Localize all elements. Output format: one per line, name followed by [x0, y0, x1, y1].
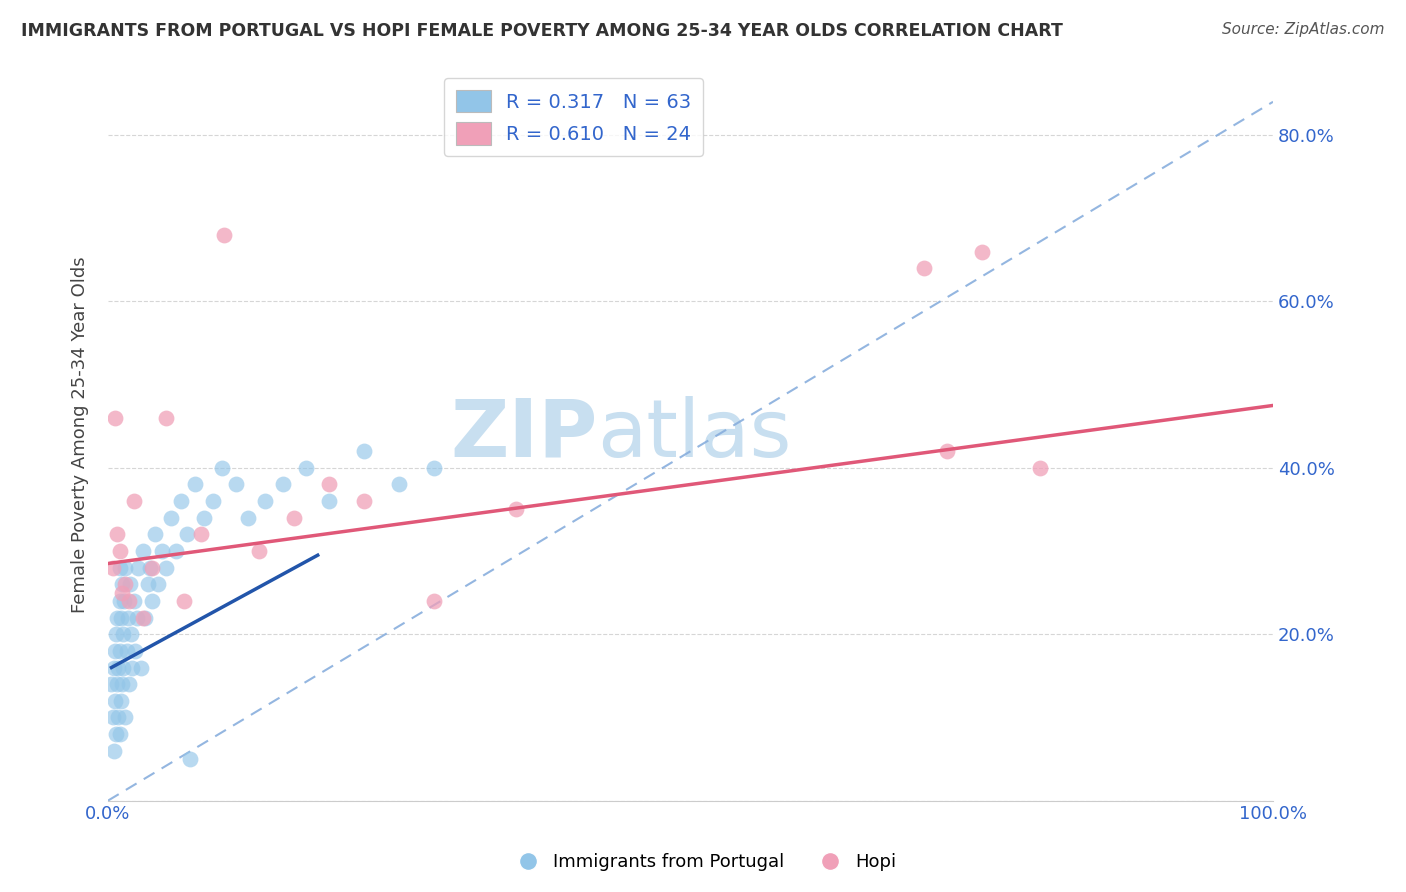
Point: [115, 644, 138, 658]
Point: [132, 610, 155, 624]
Point: [935, 444, 957, 458]
Point: [108, 594, 131, 608]
Point: [104, 411, 127, 425]
Point: [150, 544, 173, 558]
Point: [225, 477, 247, 491]
Point: [1029, 460, 1052, 475]
Text: IMMIGRANTS FROM PORTUGAL VS HOPI FEMALE POVERTY AMONG 25-34 YEAR OLDS CORRELATIO: IMMIGRANTS FROM PORTUGAL VS HOPI FEMALE …: [21, 22, 1063, 40]
Point: [211, 460, 233, 475]
Point: [105, 627, 128, 641]
Point: [353, 444, 375, 458]
Point: [118, 677, 141, 691]
Point: [103, 660, 125, 674]
Point: [110, 610, 132, 624]
Point: [176, 527, 198, 541]
Point: [111, 677, 134, 691]
Point: [114, 710, 136, 724]
Point: [118, 594, 141, 608]
Point: [101, 710, 124, 724]
Point: [423, 460, 446, 475]
Point: [104, 694, 127, 708]
Point: [318, 477, 340, 491]
Point: [134, 610, 156, 624]
Point: [141, 560, 163, 574]
Point: [353, 494, 375, 508]
Point: [101, 560, 124, 574]
Point: [127, 560, 149, 574]
Y-axis label: Female Poverty Among 25-34 Year Olds: Female Poverty Among 25-34 Year Olds: [72, 256, 89, 613]
Point: [122, 494, 145, 508]
Point: [121, 660, 143, 674]
Point: [139, 560, 162, 574]
Point: [236, 510, 259, 524]
Point: [143, 527, 166, 541]
Point: [165, 544, 187, 558]
Legend: Immigrants from Portugal, Hopi: Immigrants from Portugal, Hopi: [503, 847, 903, 879]
Point: [155, 560, 177, 574]
Point: [112, 660, 135, 674]
Point: [136, 577, 159, 591]
Point: [505, 502, 527, 516]
Point: [160, 510, 183, 524]
Point: [105, 677, 128, 691]
Point: [112, 627, 135, 641]
Point: [146, 577, 169, 591]
Point: [184, 477, 207, 491]
Point: [110, 694, 132, 708]
Point: [912, 261, 935, 276]
Point: [107, 710, 129, 724]
Point: [214, 227, 236, 242]
Point: [193, 510, 215, 524]
Point: [254, 494, 277, 508]
Point: [388, 477, 411, 491]
Point: [155, 411, 177, 425]
Point: [127, 610, 149, 624]
Point: [249, 544, 271, 558]
Point: [190, 527, 212, 541]
Point: [122, 594, 145, 608]
Point: [105, 527, 128, 541]
Point: [318, 494, 340, 508]
Text: ZIP: ZIP: [450, 395, 598, 474]
Point: [103, 744, 125, 758]
Point: [111, 585, 134, 599]
Point: [120, 577, 142, 591]
Point: [295, 460, 318, 475]
Point: [141, 594, 163, 608]
Point: [104, 644, 127, 658]
Point: [108, 727, 131, 741]
Point: [271, 477, 294, 491]
Point: [124, 644, 146, 658]
Point: [423, 594, 446, 608]
Point: [107, 660, 129, 674]
Legend: R = 0.317   N = 63, R = 0.610   N = 24: R = 0.317 N = 63, R = 0.610 N = 24: [444, 78, 703, 156]
Point: [100, 677, 122, 691]
Point: [132, 544, 155, 558]
Point: [111, 577, 134, 591]
Point: [179, 752, 201, 766]
Point: [105, 727, 128, 741]
Point: [112, 594, 135, 608]
Point: [129, 660, 152, 674]
Point: [105, 610, 128, 624]
Point: [201, 494, 224, 508]
Text: Source: ZipAtlas.com: Source: ZipAtlas.com: [1222, 22, 1385, 37]
Point: [108, 544, 131, 558]
Point: [114, 577, 136, 591]
Point: [170, 494, 193, 508]
Text: atlas: atlas: [598, 395, 792, 474]
Point: [108, 560, 131, 574]
Point: [108, 644, 131, 658]
Point: [120, 627, 142, 641]
Point: [114, 560, 136, 574]
Point: [283, 510, 305, 524]
Point: [970, 244, 993, 259]
Point: [117, 610, 139, 624]
Point: [173, 594, 195, 608]
